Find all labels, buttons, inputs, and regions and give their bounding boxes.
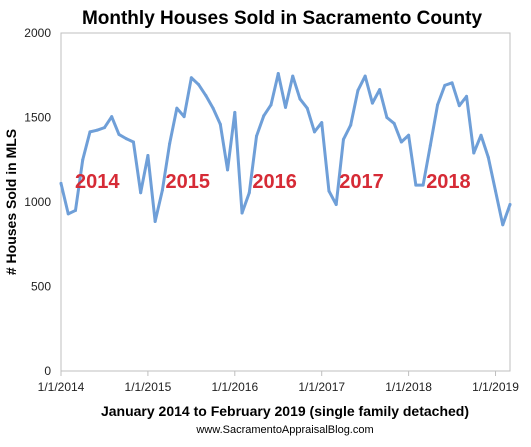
year-annotation: 2017 [339,171,384,193]
data-point [494,189,498,193]
data-point [269,103,273,107]
data-point [204,94,208,98]
x-tick-label: 1/1/2015 [125,380,172,394]
data-point [73,208,77,212]
x-tick-label: 1/1/2017 [298,380,345,394]
data-point [95,128,99,132]
data-point [124,137,128,141]
data-point [189,76,193,80]
y-tick-label: 2000 [24,26,51,40]
data-point [262,114,266,118]
data-point [182,115,186,119]
data-point [160,188,164,192]
data-point [117,132,121,136]
data-point [255,134,259,138]
year-annotations: 2014 2015 2016 2017 2018 [75,171,471,193]
data-point [218,122,222,126]
data-point [327,189,331,193]
data-point [240,211,244,215]
data-point [247,191,251,195]
data-point [392,121,396,125]
x-tick-label: 1/1/2019 [472,380,519,394]
y-tick-label: 1000 [24,195,51,209]
data-point [501,223,505,227]
source-credit: www.SacramentoAppraisalBlog.com [195,424,373,436]
y-axis-title-group: # Houses Sold in MLS [3,129,19,275]
data-point [457,104,461,108]
data-point [168,142,172,146]
data-point [197,83,201,87]
data-point [276,72,280,76]
data-point [436,103,440,107]
data-point [334,203,338,207]
data-point [414,183,418,187]
data-point [428,143,432,147]
data-point [88,130,92,134]
data-point [363,74,367,78]
x-axis-title: January 2014 to February 2019 (single fa… [101,403,469,419]
data-point [284,105,287,109]
data-point [102,126,106,130]
data-point [349,123,353,127]
data-point [66,212,70,216]
x-tick-label: 1/1/2018 [385,380,432,394]
data-point [486,155,490,159]
data-point [312,130,316,134]
data-point [421,183,425,187]
y-tick-label: 500 [31,280,51,294]
data-point [407,133,411,137]
data-point [465,94,469,98]
data-point [131,140,135,144]
year-annotation: 2018 [426,171,471,193]
plot-area [60,32,511,372]
data-point [153,219,157,223]
data-point [378,88,382,92]
y-axis-title: # Houses Sold in MLS [3,129,19,275]
y-tick-labels: 0 500 1000 1500 2000 [24,26,51,378]
y-tick-label: 0 [44,364,51,378]
data-point [370,101,374,105]
data-point [59,181,63,185]
data-point [226,168,230,172]
data-point [305,106,309,110]
x-tick-label: 1/1/2014 [38,380,85,394]
year-annotation: 2016 [252,171,297,193]
year-annotation: 2014 [75,171,120,193]
data-point [472,151,476,155]
x-tick-marks [60,371,497,376]
y-tick-label: 1500 [24,111,51,125]
data-point [385,116,389,119]
data-point [341,137,345,141]
data-point [233,110,237,114]
data-point [81,158,85,162]
data-point [110,115,114,119]
data-point [298,97,302,101]
data-point [291,74,295,78]
data-point [479,133,483,137]
data-point [320,121,324,125]
year-annotation: 2015 [165,171,210,193]
data-point [399,140,403,144]
data-point [146,154,150,158]
data-point [443,83,447,87]
data-point [450,81,454,85]
data-point [356,88,360,92]
data-point [211,106,215,110]
data-point [508,203,512,207]
chart-title: Monthly Houses Sold in Sacramento County [82,8,483,29]
data-point [175,106,179,110]
x-tick-label: 1/1/2016 [211,380,258,394]
data-points [59,72,512,227]
data-point [139,191,143,195]
x-tick-labels: 1/1/2014 1/1/2015 1/1/2016 1/1/2017 1/1/2018… [38,380,520,394]
